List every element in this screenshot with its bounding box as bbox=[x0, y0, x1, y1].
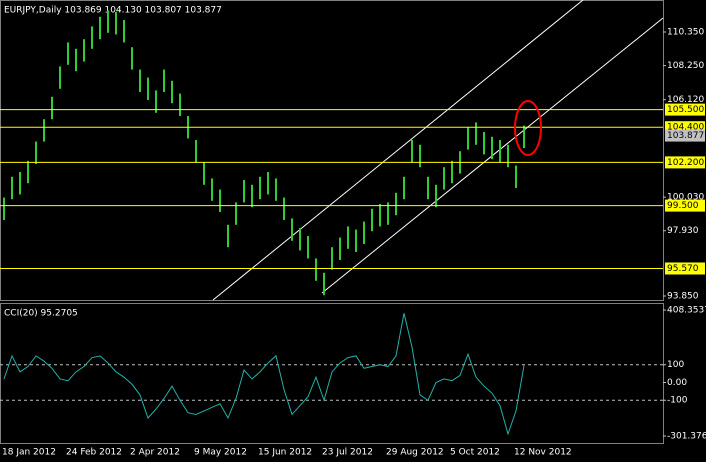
cci-panel-frame bbox=[0, 303, 664, 444]
x-tick-label: 18 Jan 2012 bbox=[2, 448, 56, 458]
y-tick-label: -100 bbox=[667, 396, 688, 406]
price-title: EURJPY,Daily 103.869 104.130 103.807 103… bbox=[4, 6, 222, 16]
level-label: 105.500 bbox=[667, 105, 704, 115]
x-tick-label: 23 Jul 2012 bbox=[322, 448, 373, 458]
x-tick-label: 9 May 2012 bbox=[194, 448, 247, 458]
cci-title: CCI(20) 95.2705 bbox=[4, 309, 78, 319]
y-tick-label: -301.376 bbox=[667, 432, 706, 442]
x-tick-label: 29 Aug 2012 bbox=[386, 448, 444, 458]
y-tick-label: 408.3537 bbox=[667, 306, 706, 316]
y-tick-label: 93.850 bbox=[667, 292, 699, 302]
y-tick-label: 108.250 bbox=[667, 61, 704, 71]
x-tick-label: 15 Jun 2012 bbox=[258, 448, 312, 458]
y-tick-label: 0.00 bbox=[667, 378, 687, 388]
highlight-ellipse bbox=[514, 100, 542, 156]
y-tick-label: 110.350 bbox=[667, 28, 704, 38]
level-label: 95.570 bbox=[667, 264, 699, 274]
y-tick-label: 100 bbox=[667, 360, 684, 370]
y-tick-label: 100.030 bbox=[667, 193, 704, 203]
last-price-box bbox=[665, 129, 705, 142]
level-label-box bbox=[665, 262, 705, 275]
price-panel-frame bbox=[0, 0, 664, 301]
level-label-box bbox=[665, 156, 705, 169]
trend-line bbox=[212, 0, 584, 301]
x-tick-label: 2 Apr 2012 bbox=[130, 448, 180, 458]
y-tick-label: 106.120 bbox=[667, 95, 704, 105]
x-tick-label: 12 Nov 2012 bbox=[514, 448, 572, 458]
level-label-box bbox=[665, 199, 705, 212]
level-label: 99.500 bbox=[667, 201, 699, 211]
last-price-label: 103.877 bbox=[667, 131, 704, 141]
x-tick-label: 24 Feb 2012 bbox=[66, 448, 122, 458]
level-label: 102.200 bbox=[667, 158, 704, 168]
level-label-box bbox=[665, 103, 705, 116]
x-tick-label: 5 Oct 2012 bbox=[450, 448, 500, 458]
level-label: 104.400 bbox=[667, 123, 704, 133]
y-tick-label: 97.930 bbox=[667, 226, 699, 236]
cci-line bbox=[3, 313, 525, 436]
